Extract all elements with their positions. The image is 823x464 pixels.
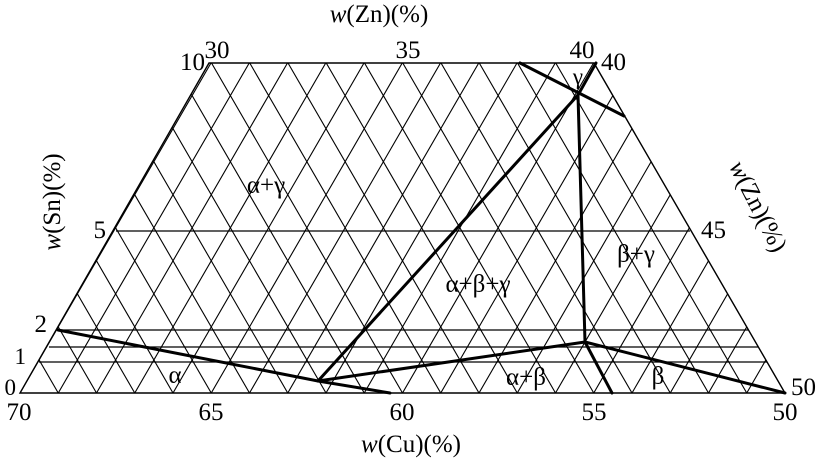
grid-line-55 bbox=[402, 63, 595, 393]
alpha-gamma-tie-line bbox=[316, 93, 580, 383]
grid-line-61 bbox=[517, 63, 709, 393]
diagram-frame bbox=[18, 62, 787, 394]
grid-line-64 bbox=[784, 63, 785, 393]
grid-line-45 bbox=[211, 63, 403, 393]
grid-line-57 bbox=[440, 63, 633, 393]
beta-gamma-boundary bbox=[576, 93, 614, 395]
horizontal-sn-lines bbox=[39, 230, 767, 363]
top-tick-40: 40 bbox=[570, 37, 595, 64]
gamma-top-boundary bbox=[518, 61, 626, 118]
region-label-alpha: α bbox=[168, 362, 181, 389]
region-label-alpha-gamma: α+γ bbox=[247, 172, 285, 199]
bottom-tick-55: 55 bbox=[582, 399, 607, 426]
region-label-gamma: γ bbox=[572, 64, 583, 89]
left-tick-2: 2 bbox=[35, 311, 48, 338]
grid-line-63 bbox=[555, 63, 748, 393]
bottom-axis-title: w(Cu)(%) bbox=[361, 431, 461, 458]
grid-line-60 bbox=[708, 63, 785, 393]
grid-line-29 bbox=[20, 63, 97, 393]
left-tick-5: 5 bbox=[94, 217, 107, 244]
top-axis-title: w(Zn)(%) bbox=[330, 1, 429, 28]
left-axis-title: w(Sn)(%) bbox=[39, 153, 66, 250]
bottom-tick-70: 70 bbox=[7, 399, 32, 426]
region-label-beta: β bbox=[652, 363, 665, 390]
top-tick-30: 30 bbox=[205, 37, 230, 64]
right-tick-50: 50 bbox=[791, 374, 816, 401]
grid-line-69 bbox=[670, 63, 785, 393]
region-label-alpha-beta: α+β bbox=[506, 364, 546, 391]
phase-boundaries bbox=[56, 61, 787, 395]
bottom-tick-65: 65 bbox=[199, 399, 224, 426]
region-label-alpha-beta-gamma: α+β+γ bbox=[445, 271, 510, 298]
bottom-tick-60: 60 bbox=[390, 399, 415, 426]
right-axis-title: w(Zn)(%) bbox=[723, 157, 792, 257]
grid-line-43 bbox=[172, 63, 365, 393]
left-tick-0: 0 bbox=[5, 375, 17, 400]
grid-line-51 bbox=[325, 63, 518, 393]
grid-line-47 bbox=[249, 63, 442, 393]
right-tick-45: 45 bbox=[701, 217, 726, 244]
right-tick-40: 40 bbox=[601, 49, 626, 76]
grid-line-56 bbox=[631, 63, 785, 393]
bottom-tick-50: 50 bbox=[773, 399, 798, 426]
left-tick-10: 10 bbox=[180, 49, 205, 76]
top-tick-35: 35 bbox=[396, 37, 421, 64]
grid-line-75 bbox=[784, 63, 785, 393]
gamma-right-boundary bbox=[576, 61, 598, 97]
grid-line-53 bbox=[364, 63, 556, 393]
grid-line-49 bbox=[287, 63, 480, 393]
region-label-beta-gamma: β+γ bbox=[617, 241, 655, 268]
left-tick-1: 1 bbox=[15, 344, 27, 369]
grid-line-58 bbox=[669, 63, 785, 393]
grid-line-59 bbox=[478, 63, 671, 393]
